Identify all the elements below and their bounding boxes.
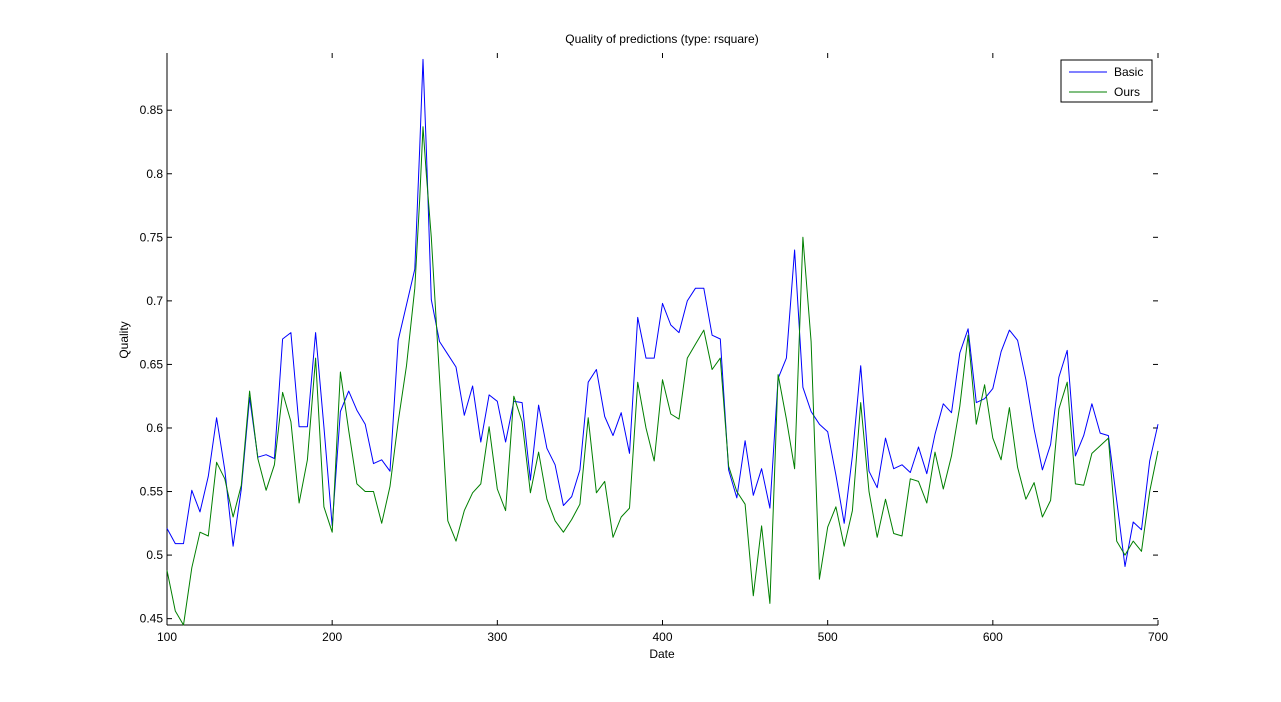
series-lines [166, 58, 1159, 626]
series-line-ours [166, 126, 1159, 626]
y-tick-label: 0.45 [140, 612, 164, 626]
y-tick-label: 0.7 [146, 294, 163, 308]
legend: Basic Ours [1060, 59, 1153, 103]
x-tick-label: 400 [652, 630, 672, 644]
series-line-basic [166, 58, 1159, 567]
y-tick-label: 0.55 [140, 485, 164, 499]
x-tick-label: 200 [322, 630, 342, 644]
x-tick-label: 600 [983, 630, 1003, 644]
y-tick-label: 0.65 [140, 357, 164, 371]
legend-label-basic: Basic [1114, 65, 1143, 79]
y-tick-label: 0.85 [140, 103, 164, 117]
y-tick-label: 0.8 [146, 167, 163, 181]
y-tick-label: 0.6 [146, 421, 163, 435]
legend-label-ours: Ours [1114, 85, 1140, 99]
x-tick-label: 100 [157, 630, 177, 644]
x-axis-label: Date [649, 647, 675, 661]
x-tick-label: 300 [487, 630, 507, 644]
chart-title: Quality of predictions (type: rsquare) [565, 32, 758, 46]
axes: 100 200 300 400 500 600 700 0.45 0.5 0.55 0.6 0.65 0… [140, 53, 1168, 644]
y-axis-label: Quality [117, 321, 131, 358]
x-tick-label: 500 [818, 630, 838, 644]
y-tick-label: 0.75 [140, 230, 164, 244]
y-tick-label: 0.5 [146, 548, 163, 562]
x-tick-label: 700 [1148, 630, 1168, 644]
legend-box [1060, 59, 1153, 103]
